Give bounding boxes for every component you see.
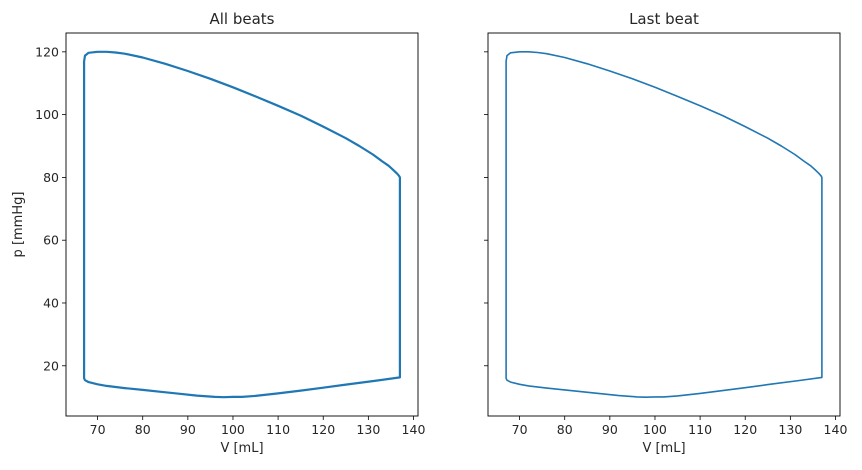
panel-last-beat: 70 80 90 100 110 120 130 140 Last beat V [mL] — [484, 10, 847, 456]
y-tick-label: 60 — [43, 233, 59, 248]
x-tick-label: 130 — [778, 422, 802, 437]
y-tick-label: 100 — [35, 107, 59, 122]
panel-title: All beats — [209, 10, 274, 28]
x-tick-label: 120 — [311, 422, 335, 437]
panel-all-beats: 70 80 90 100 110 120 130 140 20 40 60 80 100 120 All b… — [11, 10, 425, 456]
x-tick-label: 130 — [356, 422, 380, 437]
x-tick-label: 140 — [402, 422, 426, 437]
x-tick-label: 70 — [90, 422, 106, 437]
y-tick-label: 120 — [35, 44, 59, 59]
x-tick-label: 90 — [180, 422, 196, 437]
x-tick-label: 90 — [602, 422, 618, 437]
x-tick-label: 110 — [688, 422, 712, 437]
x-axis-label: V [mL] — [220, 441, 263, 456]
y-axis-label: p [mmHg] — [11, 192, 26, 258]
x-tick-label: 80 — [135, 422, 151, 437]
y-tick-label: 20 — [43, 358, 59, 373]
series-line — [505, 50, 823, 399]
series-line — [82, 50, 401, 399]
y-tick-label: 80 — [43, 170, 59, 185]
x-tick-label: 100 — [221, 422, 245, 437]
x-tick-label: 100 — [643, 422, 667, 437]
x-tick-label: 110 — [266, 422, 290, 437]
x-axis-label: V [mL] — [642, 441, 685, 456]
x-tick-label: 70 — [512, 422, 528, 437]
x-tick-label: 140 — [824, 422, 848, 437]
x-tick-label: 80 — [557, 422, 573, 437]
x-tick-label: 120 — [733, 422, 757, 437]
panel-title: Last beat — [629, 10, 699, 28]
axes-frame — [65, 32, 419, 417]
y-tick-label: 40 — [43, 295, 59, 310]
axes-frame — [487, 32, 841, 417]
